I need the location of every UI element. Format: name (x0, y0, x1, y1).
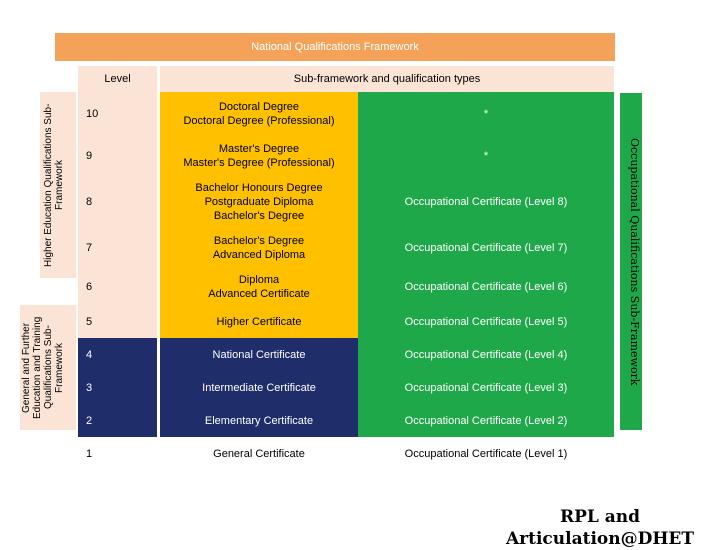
qualification-type: Bachelor Honours Degree (195, 181, 323, 194)
qualification-cell: Elementary Certificate (160, 404, 358, 437)
level-cell: 5 (78, 305, 157, 338)
qualification-cell: Higher Certificate (160, 305, 358, 338)
level-cell: 6 (78, 268, 157, 305)
level-cell: 10 (78, 92, 157, 135)
level-cell: 9 (78, 135, 157, 176)
level-cell: 3 (78, 371, 157, 404)
qualification-type: Intermediate Certificate (202, 381, 316, 394)
qualification-cell: Bachelor's Degree Advanced Diploma (160, 227, 358, 268)
level-cell: 4 (78, 338, 157, 371)
qualification-cell: Diploma Advanced Certificate (160, 268, 358, 305)
qualification-type: Elementary Certificate (204, 414, 314, 427)
qualification-cell: Doctoral Degree Doctoral Degree (Professi… (160, 92, 358, 135)
qualification-type: Bachelor's Degree (213, 209, 305, 222)
occupational-cell: Occupational Certificate (Level 5) (358, 305, 614, 338)
level-cell: 8 (78, 176, 157, 227)
occupational-cell: Occupational Certificate (Level 4) (358, 338, 614, 371)
qualification-type: Advanced Diploma (212, 248, 306, 261)
framework-title: National Qualifications Framework (55, 33, 615, 61)
qualification-type: Postgraduate Diploma (204, 195, 314, 208)
footer-line-2: Articulation@DHET (505, 529, 695, 549)
types-header: Sub-framework and qualification types (160, 66, 614, 92)
higher-education-label: Higher Education Qualifications Sub-Fram… (40, 92, 76, 278)
occupational-cell: Occupational Certificate (Level 2) (358, 404, 614, 437)
occupational-cell: Occupational Certificate (Level 7) (358, 227, 614, 268)
occupational-label: Occupational Qualifications Sub-Framewor… (620, 93, 642, 430)
qualification-cell: Bachelor Honours Degree Postgraduate Dipl… (160, 176, 358, 227)
qualification-type: Diploma (238, 273, 280, 286)
level-header: Level (78, 66, 157, 92)
qualification-cell: National Certificate (160, 338, 358, 371)
occupational-cell: Occupational Certificate (Level 3) (358, 371, 614, 404)
occupational-cell: * (358, 135, 614, 176)
qualification-type: Advanced Certificate (208, 287, 310, 300)
level-cell: 7 (78, 227, 157, 268)
qualification-type: Doctoral Degree (Professional) (183, 114, 335, 127)
occupational-cell: Occupational Certificate (Level 1) (358, 437, 614, 470)
occupational-cell: * (358, 92, 614, 135)
qualification-type: General Certificate (213, 447, 305, 460)
qualification-type: Bachelor's Degree (213, 234, 305, 247)
qualification-type: National Certificate (212, 348, 306, 361)
qualification-cell: Master's Degree Master's Degree (Professi… (160, 135, 358, 176)
footer-brand: RPL and Articulation@DHET (470, 506, 720, 550)
level-cell: 1 (78, 437, 157, 470)
qualification-type: Master's Degree (Professional) (183, 156, 335, 169)
occupational-cell: Occupational Certificate (Level 8) (358, 176, 614, 227)
occupational-cell: Occupational Certificate (Level 6) (358, 268, 614, 305)
qualification-cell: Intermediate Certificate (160, 371, 358, 404)
qualification-type: Master's Degree (218, 142, 300, 155)
general-education-label: General and Further Education and Traini… (20, 305, 76, 430)
level-cell: 2 (78, 404, 157, 437)
qualification-cell: General Certificate (160, 437, 358, 470)
qualification-type: Higher Certificate (216, 315, 302, 328)
qualification-type: Doctoral Degree (218, 100, 300, 113)
footer-line-1: RPL and (559, 507, 641, 527)
